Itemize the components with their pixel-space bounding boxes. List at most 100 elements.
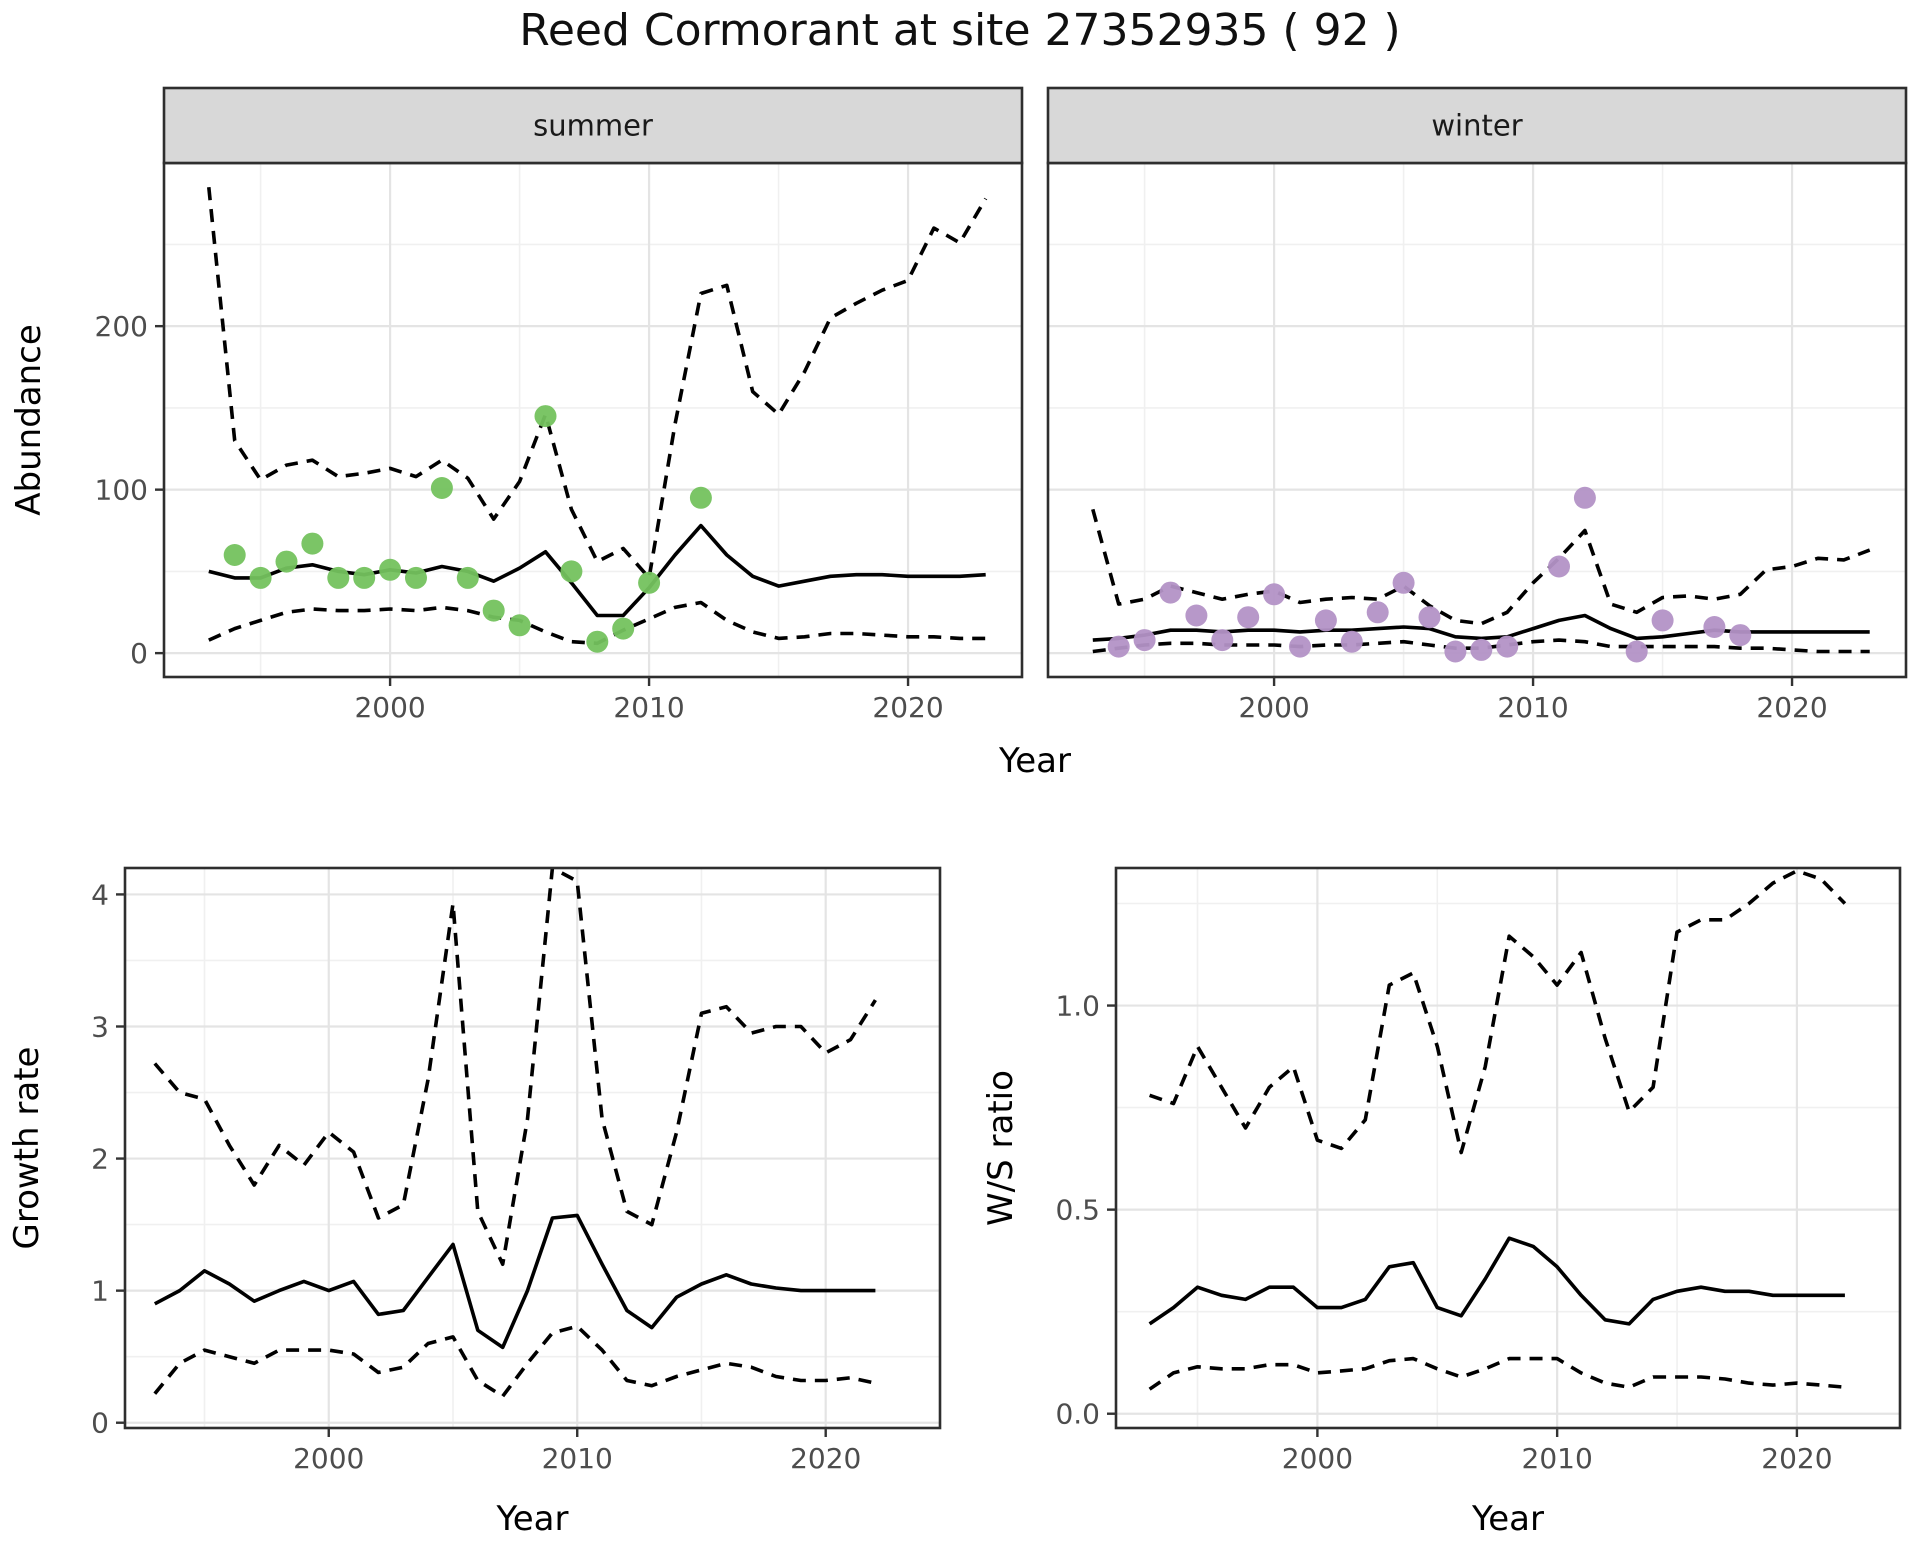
x-tick-label: 2010 (613, 691, 684, 724)
observed-point (1314, 609, 1337, 632)
observed-point (430, 477, 453, 499)
observed-point (1237, 606, 1260, 629)
x-tick-label: 2000 (354, 691, 425, 724)
observed-point (275, 550, 298, 573)
y-tick-label: 0 (91, 1407, 109, 1440)
panel-growth-rate (116, 866, 942, 1437)
y-tick-label: 4 (91, 878, 109, 911)
plot-title: Reed Cormorant at site 27352935 ( 92 ) (519, 5, 1401, 56)
y-tick-label: 2 (91, 1143, 109, 1176)
upper-credible-line-winter (1091, 508, 1871, 626)
x-tick-label: 2010 (1497, 691, 1568, 724)
y-tick-label: 200 (95, 310, 148, 343)
observed-point (612, 617, 635, 640)
upper-credible-line-Growth rate (153, 868, 877, 1266)
observed-counts-winter (1107, 486, 1752, 663)
lower-credible-line-winter (1092, 638, 1870, 654)
upper-credible-line-W/S ratio (1149, 869, 1847, 1155)
observed-point (301, 532, 324, 555)
observed-point (405, 566, 427, 589)
upper-credible-line-summer (207, 187, 988, 580)
observed-point (1133, 629, 1156, 652)
observed-point (1185, 604, 1208, 627)
facet-strip-label: summer (533, 109, 653, 143)
x-tick-label: 2000 (293, 1442, 364, 1475)
y-tick-label: 1 (91, 1275, 109, 1308)
panel-w-s-ratio-border (1114, 866, 1902, 1430)
x-axis-title: Year (496, 1499, 569, 1539)
y-axis-title: W/S ratio (981, 1070, 1021, 1226)
median-line-Growth rate (153, 1213, 876, 1350)
observed-point (1263, 583, 1286, 606)
observed-point (1573, 486, 1596, 509)
observed-point (482, 599, 505, 622)
lower-credible-line-Growth rate (153, 1324, 876, 1399)
observed-point (223, 544, 246, 566)
panel-summer-background (164, 163, 1022, 677)
y-axis-title: Abundance (9, 324, 49, 516)
y-tick-label: 0.5 (1055, 1194, 1100, 1227)
observed-point (689, 486, 712, 509)
panel-winter-background (1048, 163, 1906, 677)
y-tick-label: 100 (95, 474, 148, 507)
observed-point (638, 571, 661, 594)
panel-winter (1046, 86, 1908, 686)
facet-strip-winter (1046, 86, 1908, 165)
panel-growth-rate-background (125, 868, 940, 1428)
median-line-W/S ratio (1148, 1236, 1845, 1326)
panel-w-s-ratio (1107, 866, 1902, 1437)
observed-point (379, 558, 402, 581)
x-tick-label: 2020 (1756, 691, 1827, 724)
observed-point (534, 405, 557, 428)
x-axis-title-shared: Year (998, 741, 1071, 781)
x-tick-label: 2010 (542, 1442, 613, 1475)
panel-summer (155, 86, 1024, 686)
observed-point (1444, 640, 1467, 663)
facet-strip-summer (162, 86, 1024, 165)
observed-point (1159, 581, 1182, 604)
observed-point (327, 566, 350, 589)
observed-point (560, 560, 583, 583)
y-tick-label: 0.0 (1055, 1398, 1100, 1431)
observed-point (1548, 555, 1570, 578)
observed-point (249, 566, 272, 589)
observed-point (1703, 616, 1726, 638)
observed-point (1729, 624, 1752, 647)
x-tick-label: 2000 (1282, 1442, 1353, 1475)
observed-point (1470, 638, 1493, 661)
observed-point (1496, 635, 1519, 658)
observed-point (1340, 630, 1363, 653)
observed-point (586, 630, 609, 653)
observed-counts-summer (223, 405, 712, 653)
observed-point (1211, 629, 1234, 652)
observed-point (456, 566, 479, 589)
panel-summer-data (207, 187, 988, 653)
y-tick-label: 3 (91, 1010, 109, 1043)
observed-point (1289, 635, 1311, 658)
panel-w-s-ratio-data (1148, 869, 1847, 1391)
observed-point (1651, 609, 1674, 632)
x-axis-title: Year (1471, 1499, 1544, 1539)
lower-credible-line-W/S ratio (1148, 1356, 1846, 1391)
panel-winter-data (1091, 486, 1871, 663)
panel-growth-rate-border (123, 866, 942, 1430)
observed-point (1366, 601, 1389, 624)
panel-growth-rate-data (153, 868, 877, 1399)
observed-point (508, 614, 531, 637)
observed-point (1418, 606, 1441, 629)
observed-point (1107, 635, 1130, 658)
x-tick-label: 2020 (872, 691, 943, 724)
y-axis-title: Growth rate (7, 1047, 47, 1250)
x-tick-label: 2020 (1761, 1442, 1832, 1475)
x-tick-label: 2010 (1522, 1442, 1593, 1475)
panel-w-s-ratio-background (1116, 868, 1900, 1428)
x-tick-label: 2020 (790, 1442, 861, 1475)
facet-strip-label: winter (1431, 109, 1522, 143)
y-tick-label: 1.0 (1055, 990, 1100, 1023)
x-tick-label: 2000 (1238, 691, 1309, 724)
observed-point (1625, 640, 1648, 663)
observed-point (1392, 571, 1415, 594)
y-tick-label: 0 (130, 637, 148, 670)
